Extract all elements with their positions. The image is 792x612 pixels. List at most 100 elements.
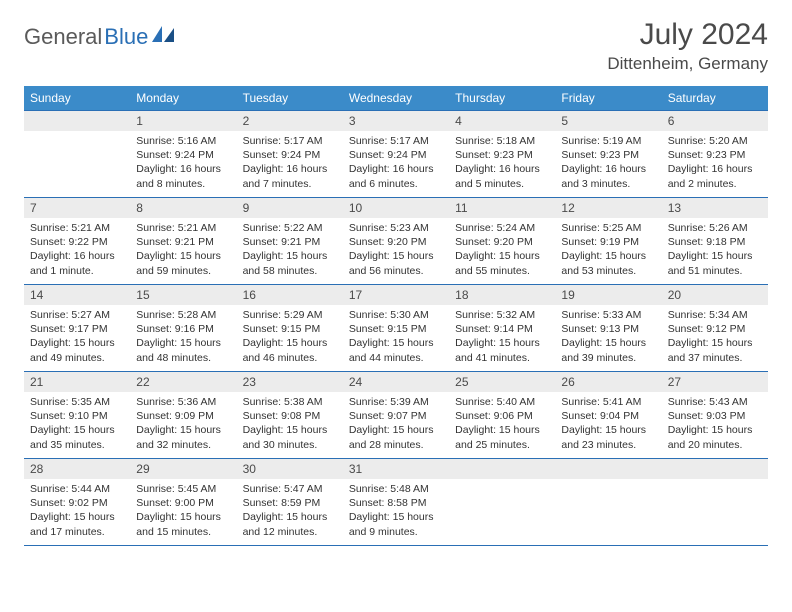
day-cell: 12Sunrise: 5:25 AMSunset: 9:19 PMDayligh… (555, 198, 661, 284)
day-number: 3 (343, 111, 449, 131)
day-info: Sunrise: 5:43 AMSunset: 9:03 PMDaylight:… (662, 392, 768, 458)
week-row: 21Sunrise: 5:35 AMSunset: 9:10 PMDayligh… (24, 371, 768, 458)
day-info: Sunrise: 5:21 AMSunset: 9:21 PMDaylight:… (130, 218, 236, 284)
day-number: 18 (449, 285, 555, 305)
day-cell: 26Sunrise: 5:41 AMSunset: 9:04 PMDayligh… (555, 372, 661, 458)
day-info: Sunrise: 5:16 AMSunset: 9:24 PMDaylight:… (130, 131, 236, 197)
day-cell: 15Sunrise: 5:28 AMSunset: 9:16 PMDayligh… (130, 285, 236, 371)
day-number (555, 459, 661, 479)
week-row: 1Sunrise: 5:16 AMSunset: 9:24 PMDaylight… (24, 110, 768, 197)
day-info: Sunrise: 5:36 AMSunset: 9:09 PMDaylight:… (130, 392, 236, 458)
day-info: Sunrise: 5:30 AMSunset: 9:15 PMDaylight:… (343, 305, 449, 371)
day-cell: 29Sunrise: 5:45 AMSunset: 9:00 PMDayligh… (130, 459, 236, 545)
day-info: Sunrise: 5:45 AMSunset: 9:00 PMDaylight:… (130, 479, 236, 545)
day-info: Sunrise: 5:28 AMSunset: 9:16 PMDaylight:… (130, 305, 236, 371)
day-number: 28 (24, 459, 130, 479)
location-label: Dittenheim, Germany (607, 54, 768, 74)
day-info: Sunrise: 5:44 AMSunset: 9:02 PMDaylight:… (24, 479, 130, 545)
day-cell: 6Sunrise: 5:20 AMSunset: 9:23 PMDaylight… (662, 111, 768, 197)
day-info: Sunrise: 5:23 AMSunset: 9:20 PMDaylight:… (343, 218, 449, 284)
day-cell: 3Sunrise: 5:17 AMSunset: 9:24 PMDaylight… (343, 111, 449, 197)
day-info: Sunrise: 5:35 AMSunset: 9:10 PMDaylight:… (24, 392, 130, 458)
day-cell: 19Sunrise: 5:33 AMSunset: 9:13 PMDayligh… (555, 285, 661, 371)
day-number: 25 (449, 372, 555, 392)
day-cell: 8Sunrise: 5:21 AMSunset: 9:21 PMDaylight… (130, 198, 236, 284)
week-row: 7Sunrise: 5:21 AMSunset: 9:22 PMDaylight… (24, 197, 768, 284)
day-cell: 10Sunrise: 5:23 AMSunset: 9:20 PMDayligh… (343, 198, 449, 284)
day-info: Sunrise: 5:34 AMSunset: 9:12 PMDaylight:… (662, 305, 768, 371)
day-number: 20 (662, 285, 768, 305)
day-info: Sunrise: 5:41 AMSunset: 9:04 PMDaylight:… (555, 392, 661, 458)
day-info: Sunrise: 5:24 AMSunset: 9:20 PMDaylight:… (449, 218, 555, 284)
day-number: 12 (555, 198, 661, 218)
day-number: 22 (130, 372, 236, 392)
weekday-header: Friday (555, 86, 661, 110)
weekday-header: Monday (130, 86, 236, 110)
day-info: Sunrise: 5:47 AMSunset: 8:59 PMDaylight:… (237, 479, 343, 545)
day-info: Sunrise: 5:48 AMSunset: 8:58 PMDaylight:… (343, 479, 449, 545)
day-info: Sunrise: 5:21 AMSunset: 9:22 PMDaylight:… (24, 218, 130, 284)
month-title: July 2024 (607, 18, 768, 52)
day-number: 26 (555, 372, 661, 392)
day-cell: 14Sunrise: 5:27 AMSunset: 9:17 PMDayligh… (24, 285, 130, 371)
day-number: 5 (555, 111, 661, 131)
day-cell: 17Sunrise: 5:30 AMSunset: 9:15 PMDayligh… (343, 285, 449, 371)
logo-text-blue: Blue (104, 24, 148, 50)
day-info: Sunrise: 5:38 AMSunset: 9:08 PMDaylight:… (237, 392, 343, 458)
day-number (662, 459, 768, 479)
week-row: 14Sunrise: 5:27 AMSunset: 9:17 PMDayligh… (24, 284, 768, 371)
day-cell: 21Sunrise: 5:35 AMSunset: 9:10 PMDayligh… (24, 372, 130, 458)
day-cell (555, 459, 661, 545)
page-header: GeneralBlue July 2024 Dittenheim, German… (24, 18, 768, 74)
day-cell: 31Sunrise: 5:48 AMSunset: 8:58 PMDayligh… (343, 459, 449, 545)
day-cell: 30Sunrise: 5:47 AMSunset: 8:59 PMDayligh… (237, 459, 343, 545)
day-number: 15 (130, 285, 236, 305)
day-info: Sunrise: 5:39 AMSunset: 9:07 PMDaylight:… (343, 392, 449, 458)
day-cell: 16Sunrise: 5:29 AMSunset: 9:15 PMDayligh… (237, 285, 343, 371)
day-number: 30 (237, 459, 343, 479)
day-number: 11 (449, 198, 555, 218)
day-number: 16 (237, 285, 343, 305)
day-number: 14 (24, 285, 130, 305)
day-number: 8 (130, 198, 236, 218)
day-info: Sunrise: 5:40 AMSunset: 9:06 PMDaylight:… (449, 392, 555, 458)
day-info: Sunrise: 5:32 AMSunset: 9:14 PMDaylight:… (449, 305, 555, 371)
day-number: 1 (130, 111, 236, 131)
weekday-header: Tuesday (237, 86, 343, 110)
day-number: 21 (24, 372, 130, 392)
day-cell: 20Sunrise: 5:34 AMSunset: 9:12 PMDayligh… (662, 285, 768, 371)
calendar: Sunday Monday Tuesday Wednesday Thursday… (24, 86, 768, 546)
title-block: July 2024 Dittenheim, Germany (607, 18, 768, 74)
weekday-header-row: Sunday Monday Tuesday Wednesday Thursday… (24, 86, 768, 110)
day-number: 13 (662, 198, 768, 218)
day-cell: 5Sunrise: 5:19 AMSunset: 9:23 PMDaylight… (555, 111, 661, 197)
day-number: 19 (555, 285, 661, 305)
day-cell: 1Sunrise: 5:16 AMSunset: 9:24 PMDaylight… (130, 111, 236, 197)
weekday-header: Wednesday (343, 86, 449, 110)
day-number: 9 (237, 198, 343, 218)
day-number: 17 (343, 285, 449, 305)
logo: GeneralBlue (24, 24, 174, 50)
day-cell: 18Sunrise: 5:32 AMSunset: 9:14 PMDayligh… (449, 285, 555, 371)
day-cell: 25Sunrise: 5:40 AMSunset: 9:06 PMDayligh… (449, 372, 555, 458)
day-info: Sunrise: 5:25 AMSunset: 9:19 PMDaylight:… (555, 218, 661, 284)
day-number: 27 (662, 372, 768, 392)
weekday-header: Sunday (24, 86, 130, 110)
day-cell: 24Sunrise: 5:39 AMSunset: 9:07 PMDayligh… (343, 372, 449, 458)
day-info: Sunrise: 5:27 AMSunset: 9:17 PMDaylight:… (24, 305, 130, 371)
day-number (449, 459, 555, 479)
day-cell (449, 459, 555, 545)
day-cell (24, 111, 130, 197)
day-number: 23 (237, 372, 343, 392)
day-info: Sunrise: 5:19 AMSunset: 9:23 PMDaylight:… (555, 131, 661, 197)
day-cell: 13Sunrise: 5:26 AMSunset: 9:18 PMDayligh… (662, 198, 768, 284)
day-cell: 11Sunrise: 5:24 AMSunset: 9:20 PMDayligh… (449, 198, 555, 284)
day-number: 6 (662, 111, 768, 131)
day-info: Sunrise: 5:29 AMSunset: 9:15 PMDaylight:… (237, 305, 343, 371)
logo-sail-icon (152, 26, 174, 42)
day-cell: 2Sunrise: 5:17 AMSunset: 9:24 PMDaylight… (237, 111, 343, 197)
day-number: 2 (237, 111, 343, 131)
day-cell (662, 459, 768, 545)
day-cell: 27Sunrise: 5:43 AMSunset: 9:03 PMDayligh… (662, 372, 768, 458)
day-cell: 23Sunrise: 5:38 AMSunset: 9:08 PMDayligh… (237, 372, 343, 458)
